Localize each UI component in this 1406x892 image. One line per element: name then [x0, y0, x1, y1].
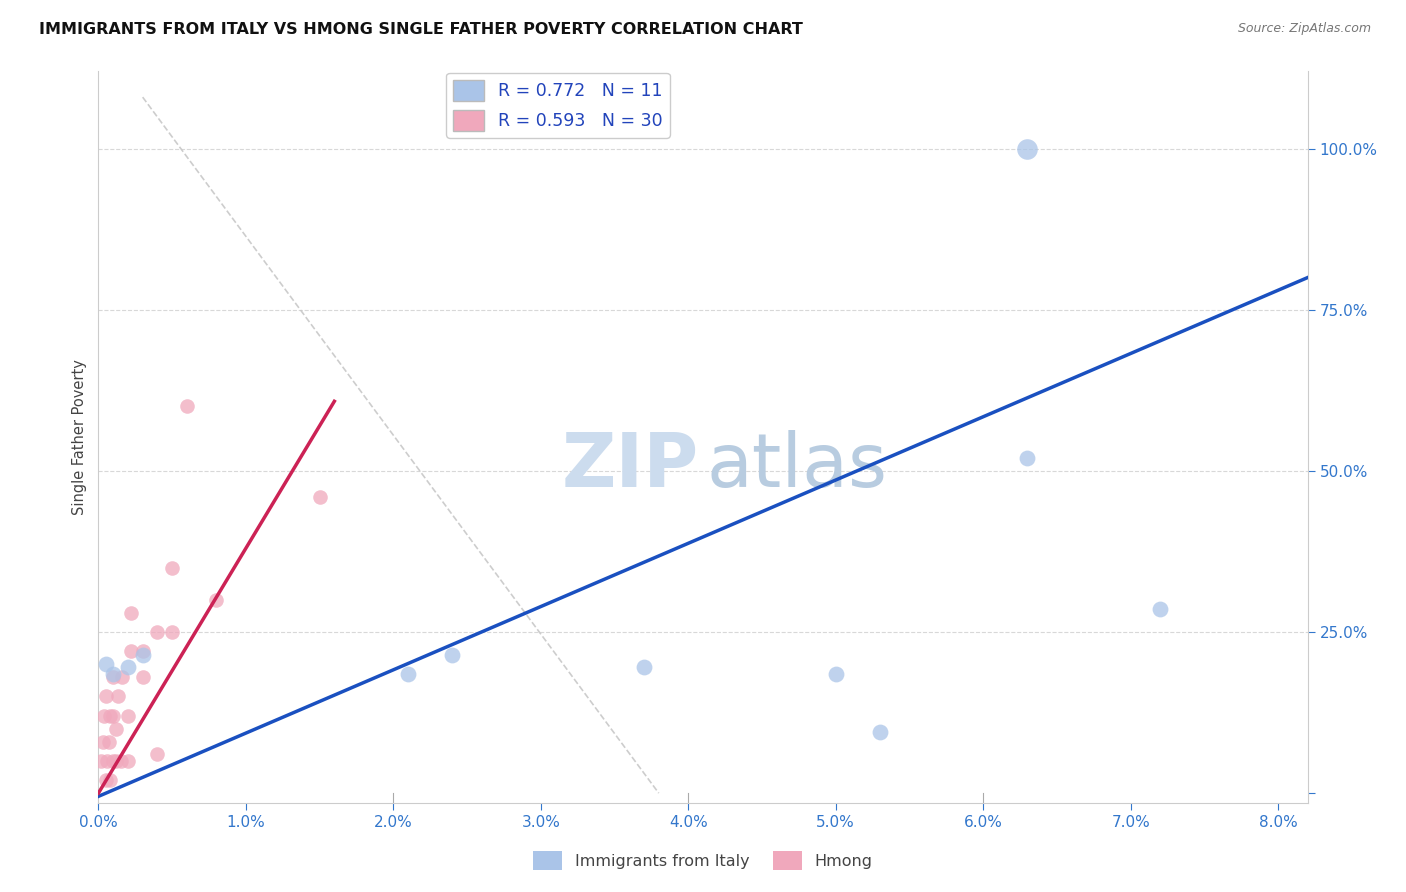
Point [160, 560, 183, 574]
Point [1149, 602, 1171, 616]
Point [93, 708, 115, 723]
Point [120, 606, 142, 620]
Point [441, 648, 464, 662]
Text: IMMIGRANTS FROM ITALY VS HMONG SINGLE FATHER POVERTY CORRELATION CHART: IMMIGRANTS FROM ITALY VS HMONG SINGLE FA… [39, 22, 803, 37]
Point [101, 667, 124, 681]
Point [117, 754, 139, 768]
Point [117, 708, 139, 723]
Point [111, 670, 134, 684]
Point [160, 625, 183, 640]
Point [1017, 450, 1039, 465]
Legend: R = 0.772   N = 11, R = 0.593   N = 30: R = 0.772 N = 11, R = 0.593 N = 30 [446, 73, 669, 137]
Y-axis label: Single Father Poverty: Single Father Poverty [72, 359, 87, 515]
Point [97, 734, 120, 748]
Point [131, 644, 153, 658]
Point [94, 657, 117, 672]
Point [176, 400, 198, 414]
Point [105, 722, 128, 736]
Point [90, 754, 112, 768]
Point [98, 773, 121, 788]
Point [824, 667, 846, 681]
Point [94, 773, 117, 788]
Point [101, 754, 124, 768]
Point [110, 754, 132, 768]
Point [91, 734, 114, 748]
Point [146, 625, 169, 640]
Point [105, 754, 128, 768]
Point [94, 690, 117, 704]
Point [633, 660, 655, 674]
Point [96, 754, 118, 768]
Point [131, 648, 153, 662]
Legend: Immigrants from Italy, Hmong: Immigrants from Italy, Hmong [527, 845, 879, 877]
Point [146, 747, 169, 762]
Point [107, 690, 129, 704]
Text: atlas: atlas [707, 430, 887, 503]
Point [396, 667, 419, 681]
Point [1017, 142, 1039, 156]
Point [117, 660, 139, 674]
Point [98, 708, 121, 723]
Point [101, 708, 124, 723]
Text: Source: ZipAtlas.com: Source: ZipAtlas.com [1237, 22, 1371, 36]
Point [131, 670, 153, 684]
Point [869, 725, 891, 739]
Point [308, 490, 330, 504]
Point [101, 670, 124, 684]
Point [120, 644, 142, 658]
Text: ZIP: ZIP [562, 430, 699, 503]
Point [205, 592, 228, 607]
